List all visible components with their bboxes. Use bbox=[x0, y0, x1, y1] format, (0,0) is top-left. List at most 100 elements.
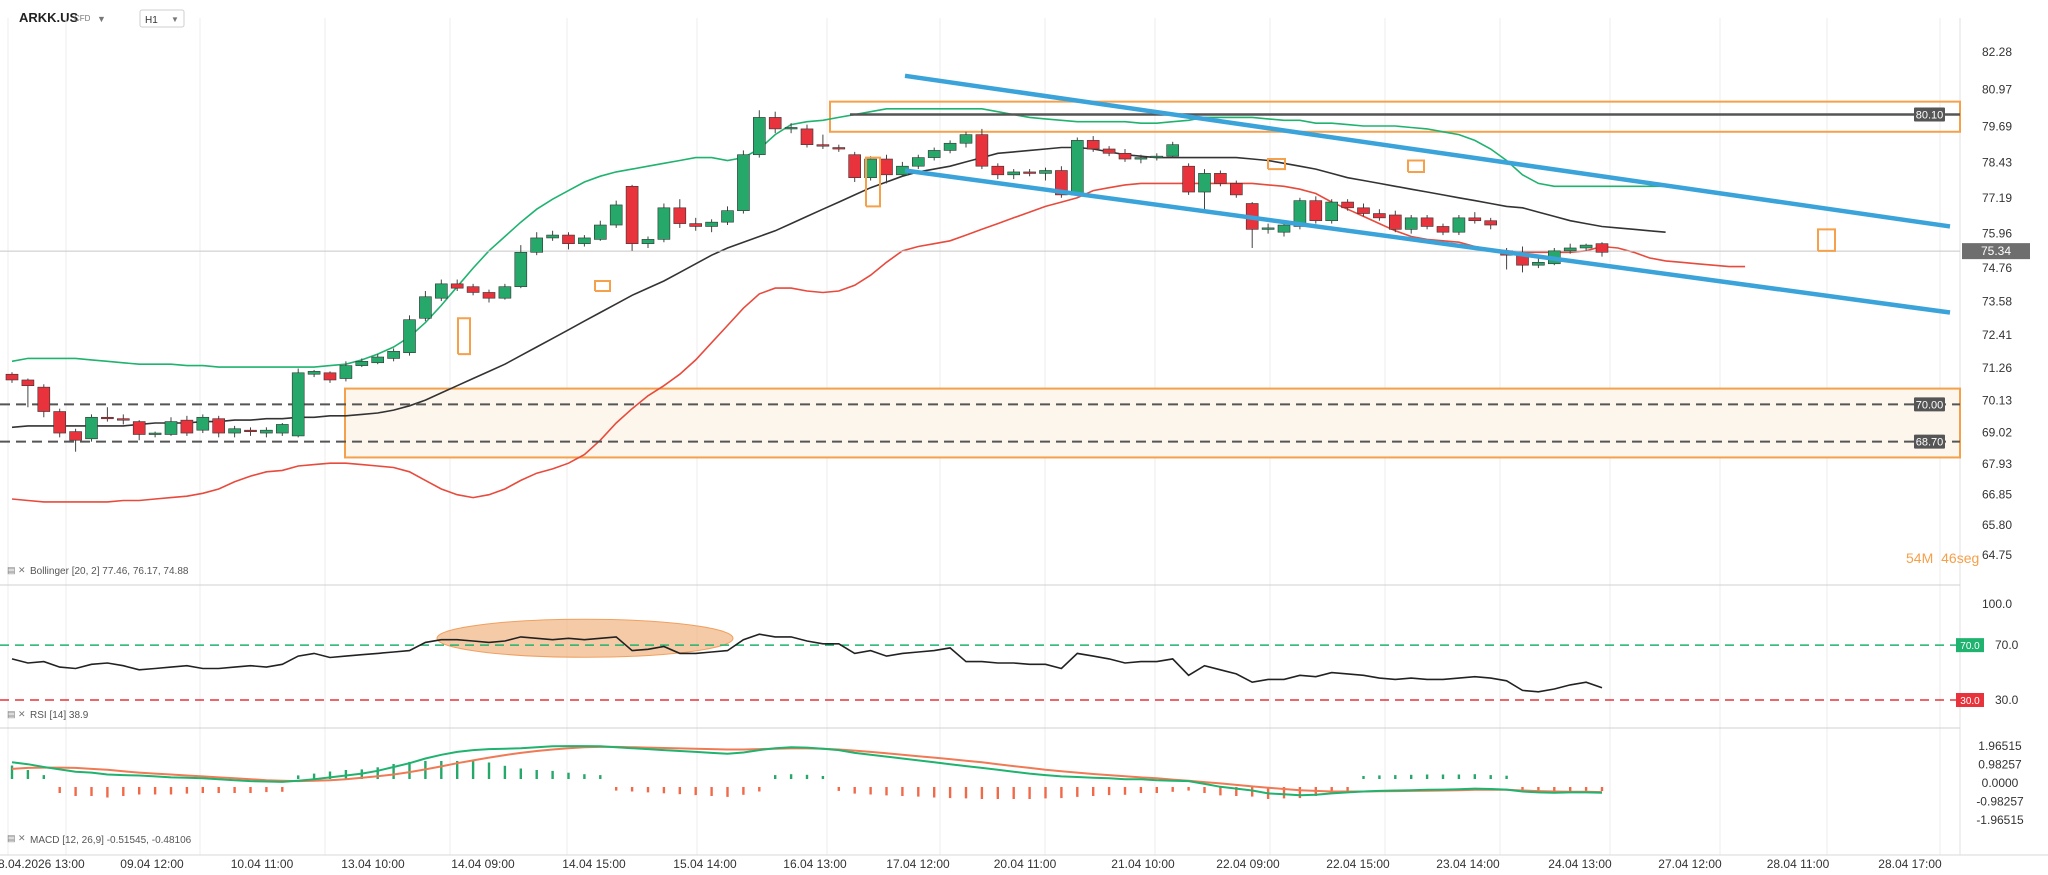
candle bbox=[800, 124, 814, 148]
bearish-candle-body bbox=[132, 421, 146, 435]
candle bbox=[196, 414, 210, 434]
support-zone[interactable] bbox=[344, 387, 1961, 459]
price-channel[interactable] bbox=[904, 73, 1951, 315]
bullish-candle-body bbox=[228, 428, 241, 434]
symbol-label[interactable]: ARKK.US bbox=[19, 10, 79, 25]
macd-histogram-bar bbox=[1441, 774, 1445, 779]
bearish-candle-body bbox=[21, 379, 35, 387]
indicator-settings-icon[interactable]: ▤ ✕ bbox=[7, 833, 26, 843]
bullish-candle-body bbox=[752, 117, 766, 156]
macd-histogram-bar bbox=[1410, 774, 1413, 779]
channel-lower-line[interactable] bbox=[904, 168, 1951, 315]
candle bbox=[5, 372, 19, 383]
bullish-candle-body bbox=[546, 234, 559, 239]
bullish-candle-body bbox=[1325, 201, 1338, 222]
bearish-candle-body bbox=[991, 165, 1005, 176]
macd-histogram-bar bbox=[885, 787, 888, 796]
macd-histogram-bar bbox=[1584, 787, 1588, 791]
price-tick-label: 73.58 bbox=[1982, 295, 2012, 309]
candle bbox=[307, 369, 321, 378]
bullish-candle-body bbox=[911, 157, 925, 167]
bullish-candle-body bbox=[355, 361, 369, 366]
macd-histogram-bar bbox=[1076, 787, 1079, 797]
macd-histogram-bar bbox=[567, 772, 570, 779]
candle bbox=[752, 110, 766, 158]
bearish-candle-body bbox=[768, 117, 782, 130]
macd-histogram-bar bbox=[551, 770, 554, 779]
price-axis[interactable]: 82.28 80.97 79.69 78.43 77.19 75.96 74.76 73.58… bbox=[1914, 45, 2030, 562]
time-tick-label: 08.04.2026 13:00 bbox=[0, 857, 85, 871]
bullish-candle-body bbox=[85, 416, 98, 440]
bearish-candle-body bbox=[101, 416, 114, 420]
macd-histogram-bar bbox=[1457, 774, 1461, 779]
bearish-candle-body bbox=[1230, 183, 1243, 196]
macd-histogram-bar bbox=[1505, 775, 1508, 779]
bollinger-middle-line bbox=[11, 146, 1666, 429]
step-box bbox=[1267, 158, 1286, 171]
bollinger-lower-line bbox=[11, 182, 1746, 503]
candles bbox=[5, 110, 1609, 452]
candle bbox=[1468, 212, 1482, 224]
candle bbox=[705, 219, 718, 233]
macd-indicator-header[interactable]: ▤ ✕ MACD [12, 26,9] -0.51545, -0.48106 bbox=[7, 833, 192, 846]
bullish-candle-body bbox=[1293, 200, 1307, 227]
macd-histogram-bar bbox=[153, 787, 157, 795]
rsi-tick-100: 100.0 bbox=[1982, 597, 2012, 611]
candle bbox=[1420, 214, 1434, 230]
bullish-candle-body bbox=[705, 221, 718, 227]
rsi-tick-70: 70.0 bbox=[1995, 638, 2019, 652]
horizontal-levels[interactable] bbox=[0, 113, 1960, 443]
bearish-candle-body bbox=[848, 154, 862, 178]
macd-histogram-bar bbox=[1521, 787, 1524, 792]
macd-histogram-bar bbox=[1600, 787, 1604, 792]
bearish-candle-body bbox=[1118, 152, 1132, 160]
symbol-dropdown-icon[interactable]: ▼ bbox=[97, 14, 106, 24]
candle bbox=[1563, 243, 1577, 254]
rsi-70-badge: 70.0 bbox=[1960, 641, 1980, 652]
macd-histogram-bar bbox=[456, 761, 459, 779]
bollinger-indicator-header[interactable]: ▤ ✕ Bollinger [20, 2] 77.46, 76.17, 74.8… bbox=[7, 565, 189, 577]
macd-histogram-bar bbox=[1473, 774, 1476, 779]
macd-histogram-bar bbox=[1123, 787, 1127, 795]
timeframe-selector[interactable]: H1 ▼ bbox=[139, 9, 185, 28]
candle bbox=[784, 123, 798, 134]
candle bbox=[880, 154, 893, 184]
bullish-candle-body bbox=[943, 142, 957, 151]
indicator-settings-icon[interactable]: ▤ ✕ bbox=[7, 565, 26, 575]
candle bbox=[323, 371, 337, 383]
candle bbox=[21, 378, 35, 408]
instrument-type-label: CFD bbox=[74, 14, 91, 23]
bullish-candle-body bbox=[1563, 247, 1577, 252]
resistance-zone[interactable] bbox=[829, 100, 1961, 133]
rsi-tick-30: 30.0 bbox=[1995, 693, 2019, 707]
macd-histogram-bar bbox=[583, 774, 586, 779]
macd-histogram-bar bbox=[440, 761, 443, 779]
macd-histogram-bar bbox=[90, 787, 93, 796]
candle bbox=[864, 156, 877, 181]
step-box bbox=[457, 317, 471, 356]
price-tick-label: 65.80 bbox=[1982, 518, 2012, 532]
time-axis[interactable]: 08.04.2026 13:00 09.04 12:00 10.04 11:00 13… bbox=[0, 857, 1942, 871]
bearish-candle-body bbox=[1484, 220, 1497, 226]
candle bbox=[1579, 243, 1593, 251]
candle bbox=[482, 289, 496, 303]
bullish-candle-body bbox=[657, 207, 671, 240]
bullish-candle-body bbox=[1039, 170, 1052, 174]
macd-histogram-bar bbox=[980, 787, 984, 799]
macd-histogram-bar bbox=[662, 787, 666, 794]
bullish-candle-body bbox=[1404, 217, 1418, 230]
indicator-settings-icon[interactable]: ▤ ✕ bbox=[7, 709, 26, 719]
price-tick-label: 79.69 bbox=[1982, 119, 2012, 133]
macd-histogram-bar bbox=[742, 787, 745, 795]
channel-upper-line[interactable] bbox=[904, 73, 1951, 229]
price-tick-label: 69.02 bbox=[1982, 425, 2012, 439]
bearish-candle-body bbox=[1468, 217, 1482, 222]
candle bbox=[69, 428, 82, 452]
time-tick-label: 20.04 11:00 bbox=[994, 857, 1057, 871]
bearish-candle-body bbox=[37, 386, 51, 412]
macd-histogram-bar bbox=[408, 761, 411, 779]
countdown-minutes: 54M bbox=[1906, 550, 1933, 566]
rsi-indicator-header[interactable]: ▤ ✕ RSI [14] 38.9 bbox=[7, 709, 89, 721]
time-tick-label: 28.04 17:00 bbox=[1878, 857, 1942, 871]
